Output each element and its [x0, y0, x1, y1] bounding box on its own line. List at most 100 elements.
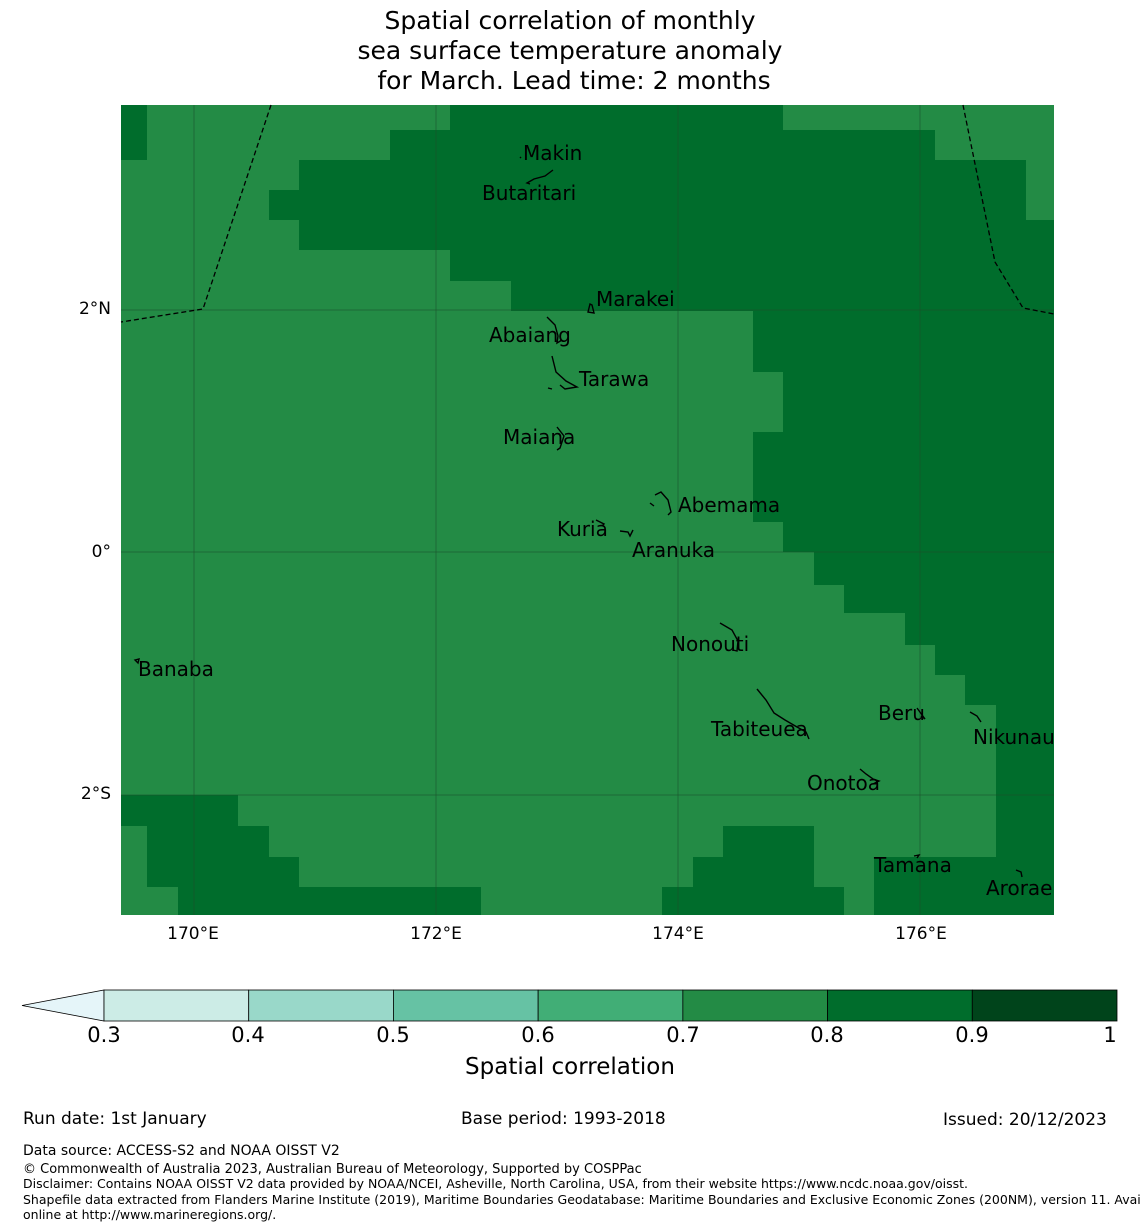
map-cell-high-20	[147, 857, 299, 887]
island-outline-kuria	[595, 519, 606, 527]
map-gridlines	[121, 105, 1054, 915]
lon-label-170e: 170°E	[167, 924, 219, 944]
lat-label-2s: 2°S	[80, 784, 111, 804]
island-outline-aranuka	[619, 529, 634, 538]
island-outline-makin-dot	[519, 156, 522, 159]
colorbar-extend-arrow	[21, 989, 105, 1022]
map-cell-high-7	[511, 281, 1054, 311]
island-outline-tarawa	[551, 355, 580, 390]
place-label-makin: Makin	[523, 141, 583, 165]
map-cell-high-10	[753, 432, 1054, 522]
place-label-maiana: Maiana	[503, 425, 576, 449]
map-cell-high-3	[299, 160, 1026, 190]
place-label-aranuka: Aranuka	[632, 538, 715, 562]
map-cell-high-2	[390, 130, 935, 160]
map-cell-high-0	[121, 105, 147, 160]
data-source: Data source: ACCESS-S2 and NOAA OISST V2	[23, 1143, 340, 1159]
place-label-nikunau: Nikunau	[973, 725, 1055, 749]
map-cell-high-17	[996, 705, 1054, 915]
colorbar-bin-0.4	[248, 989, 394, 1022]
island-outline-maiana	[556, 426, 565, 451]
island-outline-nonouti	[719, 622, 739, 652]
copyright: © Commonwealth of Australia 2023, Austra…	[23, 1162, 642, 1177]
place-label-marakei: Marakei	[596, 287, 675, 311]
map-cell-high-22	[723, 826, 814, 857]
map-cell-high-9	[783, 372, 1054, 432]
map-cell-high-13	[844, 585, 1054, 613]
shapefile-credit: Shapefile data extracted from Flanders M…	[23, 1192, 1140, 1207]
place-label-tarawa: Tarawa	[579, 367, 650, 391]
island-outline-tamana	[913, 853, 921, 859]
map-cell-high-23	[693, 857, 814, 887]
map-cell-high-19	[147, 826, 269, 857]
title-line-2: sea surface temperature anomaly	[357, 36, 783, 65]
place-label-kuria: Kuria	[557, 517, 608, 541]
colorbar-label: Spatial correlation	[465, 1054, 675, 1080]
colorbar-bin-0.3	[103, 989, 250, 1022]
place-label-banaba: Banaba	[138, 657, 214, 681]
shapefile-credit-url: online at http://www.marineregions.org/.	[23, 1207, 277, 1222]
place-label-butaritari: Butaritari	[482, 181, 577, 205]
lon-label-174e: 174°E	[652, 924, 704, 944]
colorbar-tick-0.7: 0.7	[666, 1023, 700, 1047]
title-line-1: Spatial correlation of monthly	[384, 6, 756, 35]
place-label-arorae: Arorae	[986, 876, 1053, 900]
map-cell-high-21	[178, 887, 481, 915]
place-label-abaiang: Abaiang	[489, 323, 571, 347]
place-label-nonouti: Nonouti	[671, 632, 750, 656]
island-outline-abemama	[654, 491, 672, 516]
island-outline-marakei	[587, 302, 595, 314]
colorbar-bin-0.9	[971, 989, 1118, 1022]
eez-boundary-east	[962, 104, 1055, 315]
map-cell-high-18	[121, 795, 238, 826]
place-label-abemama: Abemama	[678, 493, 781, 517]
colorbar-tick-0.9: 0.9	[955, 1023, 989, 1047]
title-line-3: for March. Lead time: 2 months	[369, 66, 771, 95]
chart-title: Spatial correlation of monthly sea surfa…	[0, 6, 1140, 96]
base-period: Base period: 1993-2018	[461, 1109, 666, 1129]
island-outlines	[133, 156, 1023, 878]
map-cell-high-11	[783, 522, 1054, 552]
lon-label-176e: 176°E	[895, 924, 947, 944]
island-outline-nikunau	[969, 711, 982, 723]
map-cells	[121, 105, 1054, 915]
colorbar-bin-0.5	[393, 989, 539, 1022]
island-outline-tabiteuea	[756, 688, 810, 740]
map-cell-high-4	[269, 190, 1026, 220]
eez-boundaries	[120, 104, 1055, 323]
island-outline-abaiang	[546, 316, 563, 345]
place-label-tabiteuea: Tabiteuea	[711, 717, 808, 741]
colorbar-tick-0.4: 0.4	[231, 1023, 265, 1047]
colorbar-bin-0.6	[537, 989, 684, 1022]
place-label-onotoa: Onotoa	[807, 771, 880, 795]
colorbar-tick-0.8: 0.8	[810, 1023, 844, 1047]
island-outline-banaba	[133, 658, 140, 665]
colorbar-tick-0.6: 0.6	[521, 1023, 555, 1047]
colorbar-bins	[21, 989, 1118, 1022]
colorbar-tick-0.5: 0.5	[376, 1023, 410, 1047]
lon-label-172e: 172°E	[410, 924, 462, 944]
place-label-beru: Beru	[878, 701, 925, 725]
map-cell-high-16	[965, 675, 1054, 705]
island-outline-beru	[916, 707, 926, 720]
issued-date: Issued: 20/12/2023	[943, 1110, 1107, 1130]
island-outline-arorae	[1015, 869, 1023, 878]
map-cell-high-1	[450, 105, 783, 130]
map-cell-high-5	[299, 220, 1054, 250]
lat-label-0: 0°	[91, 542, 111, 562]
colorbar-bin-0.8	[827, 989, 973, 1022]
map-cell-high-14	[905, 613, 1054, 645]
island-outline-tarawa-s	[547, 387, 553, 390]
island-outline-onotoa	[859, 768, 881, 785]
map-cell-high-8	[753, 311, 1054, 372]
map-cell-high-25	[874, 857, 996, 915]
map-cell-high-24	[662, 887, 844, 915]
run-date: Run date: 1st January	[23, 1109, 207, 1129]
island-outline-makin	[525, 169, 554, 185]
colorbar-tick-0.3: 0.3	[87, 1023, 121, 1047]
colorbar-bin-0.7	[682, 989, 828, 1022]
map-cell-high-15	[935, 645, 1054, 675]
map-cell-high-12	[814, 552, 1054, 585]
